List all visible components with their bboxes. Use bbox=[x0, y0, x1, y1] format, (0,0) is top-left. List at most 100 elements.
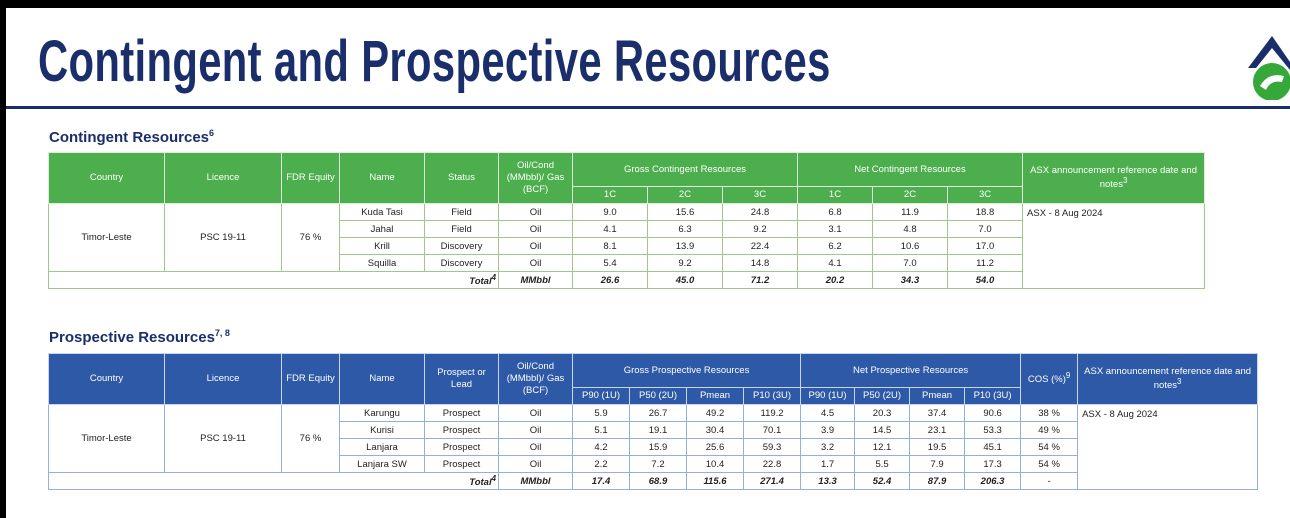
sub-header: Pmean bbox=[686, 387, 744, 405]
status-cell: Prospect bbox=[424, 421, 499, 439]
table-row: Lanjara Prospect Oil 4.2 15.9 25.6 59.3 … bbox=[49, 438, 1258, 456]
name-cell: Jahal bbox=[339, 220, 425, 238]
value-cell: 11.2 bbox=[946, 254, 1024, 272]
col-equity: FDR Equity bbox=[281, 152, 340, 204]
value-cell: 5.1 bbox=[572, 421, 630, 439]
equity-cell: 76 % bbox=[281, 404, 340, 473]
status-cell: Field bbox=[424, 203, 499, 221]
table-row: Krill Discovery Oil 8.1 13.9 22.4 6.2 10… bbox=[49, 237, 1205, 255]
sub-header: P90 (1U) bbox=[800, 387, 856, 405]
value-cell: 3.9 bbox=[800, 421, 856, 439]
sub-header: 3C bbox=[946, 186, 1024, 204]
cos-cell: 38 % bbox=[1020, 404, 1079, 422]
table-row: Timor-Leste PSC 19-11 76 % Karungu Prosp… bbox=[48, 404, 1259, 490]
prospective-table: Country Licence FDR Equity Name Prospect… bbox=[48, 353, 1259, 490]
status-cell: Discovery bbox=[424, 254, 499, 272]
col-name: Name bbox=[339, 152, 425, 204]
value-cell: 17.3 bbox=[964, 455, 1022, 473]
table-row: Squilla Discovery Oil 5.4 9.2 14.8 4.1 7… bbox=[49, 254, 1205, 272]
total-value: 87.9 bbox=[909, 472, 966, 490]
value-cell: 3.2 bbox=[800, 438, 856, 456]
sub-header: 3C bbox=[722, 186, 798, 204]
company-logo-icon bbox=[1248, 36, 1290, 100]
value-cell: 45.1 bbox=[964, 438, 1022, 456]
name-cell: Kurisi bbox=[339, 421, 425, 439]
value-cell: 10.4 bbox=[686, 455, 744, 473]
value-cell: 15.6 bbox=[647, 203, 723, 221]
sub-header: 2C bbox=[872, 186, 948, 204]
licence-cell: PSC 19-11 bbox=[164, 203, 282, 272]
value-cell: 53.3 bbox=[964, 421, 1022, 439]
value-cell: 19.5 bbox=[909, 438, 966, 456]
value-cell: 5.4 bbox=[572, 254, 648, 272]
total-value: 26.6 bbox=[572, 271, 648, 289]
value-cell: 20.3 bbox=[854, 404, 911, 422]
value-cell: 14.8 bbox=[722, 254, 798, 272]
col-status: Prospect or Lead bbox=[424, 353, 499, 405]
cos-cell: 54 % bbox=[1020, 438, 1079, 456]
total-value: 45.0 bbox=[647, 271, 723, 289]
value-cell: 22.4 bbox=[722, 237, 798, 255]
value-cell: 4.5 bbox=[800, 404, 856, 422]
table-row: Kurisi Prospect Oil 5.1 19.1 30.4 70.1 3… bbox=[49, 421, 1258, 439]
table-row: Lanjara SW Prospect Oil 2.2 7.2 10.4 22.… bbox=[49, 455, 1258, 473]
equity-cell: 76 % bbox=[281, 203, 340, 272]
col-asx: ASX announcement reference date and note… bbox=[1022, 152, 1206, 204]
unit-cell: Oil bbox=[498, 220, 573, 238]
col-status: Status bbox=[424, 152, 499, 204]
value-cell: 12.1 bbox=[854, 438, 911, 456]
name-cell: Karungu bbox=[339, 404, 425, 422]
value-cell: 7.0 bbox=[946, 220, 1024, 238]
col-unit: Oil/Cond (MMbbl)/ Gas (BCF) bbox=[498, 152, 573, 204]
asx-note-cell: ASX - 8 Aug 2024 bbox=[1077, 404, 1259, 490]
total-value: 271.4 bbox=[742, 472, 802, 490]
unit-cell: Oil bbox=[498, 254, 573, 272]
slide: Contingent and Prospective Resources Con… bbox=[6, 8, 1290, 518]
total-unit: MMbbl bbox=[498, 472, 573, 490]
sub-header: 1C bbox=[797, 186, 873, 204]
name-cell: Krill bbox=[339, 237, 425, 255]
title-underline bbox=[6, 106, 1290, 109]
value-cell: 90.6 bbox=[964, 404, 1022, 422]
value-cell: 1.7 bbox=[800, 455, 856, 473]
total-label: Total4 bbox=[164, 271, 499, 289]
value-cell: 119.2 bbox=[742, 404, 802, 422]
value-cell: 10.6 bbox=[872, 237, 948, 255]
cos-cell: 49 % bbox=[1020, 421, 1079, 439]
col-asx: ASX announcement reference date and note… bbox=[1077, 353, 1259, 405]
value-cell: 4.1 bbox=[572, 220, 648, 238]
sub-header: P90 (1U) bbox=[572, 387, 630, 405]
unit-cell: Oil bbox=[498, 237, 573, 255]
status-cell: Prospect bbox=[424, 455, 499, 473]
total-row: Total4 MMbbl 26.6 45.0 71.2 20.2 34.3 54… bbox=[48, 271, 1205, 289]
country-cell: Timor-Leste bbox=[48, 203, 165, 272]
value-cell: 5.5 bbox=[854, 455, 911, 473]
unit-cell: Oil bbox=[498, 455, 573, 473]
unit-cell: Oil bbox=[498, 438, 573, 456]
total-row: Total4 MMbbl 17.4 68.9 115.6 271.4 13.3 … bbox=[48, 472, 1258, 490]
name-cell: Lanjara SW bbox=[339, 455, 425, 473]
total-value: 34.3 bbox=[872, 271, 948, 289]
value-cell: 70.1 bbox=[742, 421, 802, 439]
col-unit: Oil/Cond (MMbbl)/ Gas (BCF) bbox=[498, 353, 573, 405]
value-cell: 26.7 bbox=[629, 404, 687, 422]
col-equity: FDR Equity bbox=[281, 353, 340, 405]
value-cell: 17.0 bbox=[946, 237, 1024, 255]
col-net: Net Prospective Resources bbox=[800, 353, 1022, 388]
value-cell: 18.8 bbox=[946, 203, 1024, 221]
prospective-heading: Prospective Resources7, 8 bbox=[49, 328, 230, 346]
name-cell: Lanjara bbox=[339, 438, 425, 456]
col-cos: COS (%)9 bbox=[1020, 353, 1079, 405]
value-cell: 15.9 bbox=[629, 438, 687, 456]
value-cell: 30.4 bbox=[686, 421, 744, 439]
sub-header: Pmean bbox=[909, 387, 966, 405]
country-cell: Timor-Leste bbox=[48, 404, 165, 473]
total-label: Total4 bbox=[164, 472, 499, 490]
col-licence: Licence bbox=[164, 353, 282, 405]
name-cell: Kuda Tasi bbox=[339, 203, 425, 221]
total-value: 71.2 bbox=[722, 271, 798, 289]
value-cell: 3.1 bbox=[797, 220, 873, 238]
value-cell: 37.4 bbox=[909, 404, 966, 422]
total-value: 115.6 bbox=[686, 472, 744, 490]
value-cell: 7.9 bbox=[909, 455, 966, 473]
